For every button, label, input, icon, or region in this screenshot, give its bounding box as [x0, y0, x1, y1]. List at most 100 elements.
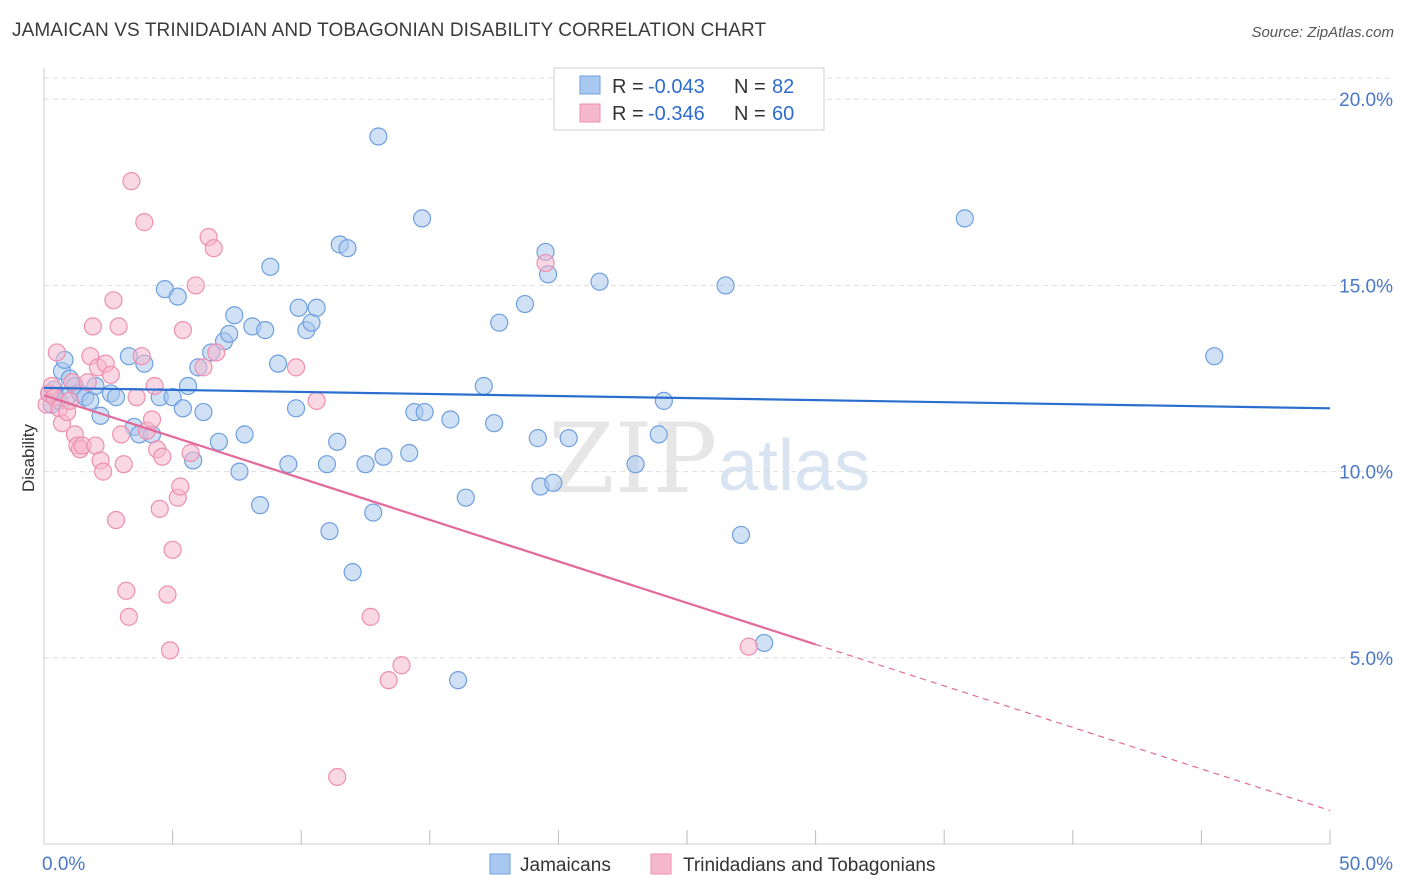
trinidad-point: [47, 343, 66, 362]
trinidad-point: [194, 358, 213, 377]
legend-r-value-trinidad: -0.346: [648, 103, 705, 125]
trinidad-trend-line: [43, 394, 816, 646]
trinidad-point: [114, 455, 133, 474]
jamaican-point: [230, 462, 249, 481]
jamaican-point: [250, 496, 270, 515]
legend-r-label-jamaicans: R =: [612, 76, 644, 98]
trinidad-point: [379, 671, 398, 690]
tick-labels: 5.0% 10.0% 15.0% 20.0% 0.0% 50.0%: [42, 90, 1393, 875]
y-tick-label: 5.0%: [1350, 649, 1393, 670]
trinidad-point: [186, 276, 205, 295]
jamaican-point: [400, 443, 419, 463]
y-tick-label: 10.0%: [1339, 463, 1393, 484]
trinidad-point: [181, 443, 200, 463]
trinidad-point: [307, 391, 326, 410]
trinidad-point: [117, 581, 136, 600]
jamaican-point: [173, 399, 192, 418]
grid: [44, 77, 1392, 659]
jamaican-point: [731, 525, 751, 545]
trinidad-point: [94, 462, 113, 481]
trinidad-point: [173, 321, 192, 340]
jamaican-point: [268, 354, 288, 373]
jamaican-point: [515, 294, 535, 314]
jamaican-point: [235, 425, 254, 444]
jamaican-point: [649, 425, 668, 444]
jamaican-point: [559, 429, 578, 448]
bottom-legend: Jamaicans Trinidadians and Tobagonians: [489, 853, 935, 876]
trinidad-point: [204, 239, 223, 258]
legend-box: R = -0.043 N = 82 R = -0.346 N = 60: [553, 67, 825, 131]
jamaican-point: [317, 455, 337, 474]
jamaican-point: [320, 522, 339, 541]
trinidad-point: [145, 376, 164, 396]
trinidad-point: [127, 388, 146, 407]
trinidad-point: [78, 373, 97, 392]
trinidad-point: [163, 540, 182, 559]
jamaican-point: [209, 432, 228, 451]
jamaican-point: [490, 313, 509, 332]
jamaican-point: [256, 321, 275, 340]
legend-r-value-jamaicans: -0.043: [648, 76, 705, 98]
jamaican-point: [261, 257, 280, 276]
legend-r-label-trinidad: R =: [612, 103, 644, 125]
jamaican-point: [364, 503, 383, 522]
chart-title: JAMAICAN VS TRINIDADIAN AND TOBAGONIAN D…: [12, 20, 767, 41]
watermark: ZIP atlas: [548, 403, 870, 515]
jamaican-point: [626, 455, 645, 474]
trinidad-point: [83, 317, 102, 336]
jamaican-point: [544, 473, 563, 492]
jamaican-point: [168, 287, 187, 306]
jamaican-point: [485, 414, 504, 433]
jamaican-point: [163, 388, 182, 407]
jamaican-point: [654, 391, 673, 410]
legend-swatch-trinidad: [579, 103, 601, 123]
source-label: Source: ZipAtlas.com: [1251, 24, 1394, 41]
bottom-legend-label-jamaicans: Jamaicans: [520, 855, 611, 876]
jamaican-point: [590, 272, 609, 291]
jamaican-point: [307, 298, 326, 317]
trend-lines: [43, 386, 1331, 812]
trinidad-point: [207, 343, 226, 362]
bottom-legend-swatch-trinidad: [650, 853, 672, 875]
trinidad-point: [328, 767, 347, 787]
jamaican-point: [374, 447, 393, 466]
jamaican-point: [474, 376, 493, 396]
jamaican-point: [286, 399, 306, 418]
trinidad-point: [135, 213, 154, 232]
trinidad-point: [101, 365, 120, 384]
jamaican-point: [415, 402, 434, 422]
jamaican-point: [220, 324, 239, 343]
jamaican-point: [338, 239, 357, 258]
trinidad-point: [112, 425, 131, 444]
x-tick-label: 50.0%: [1339, 854, 1393, 875]
jamaican-point: [106, 388, 126, 407]
jamaican-point: [448, 671, 468, 690]
jamaican-point: [343, 563, 362, 582]
bottom-legend-label-trinidad: Trinidadians and Tobagonians: [683, 855, 935, 876]
jamaican-point: [328, 432, 347, 451]
trinidad-point: [171, 477, 190, 496]
y-tick-label: 15.0%: [1339, 276, 1393, 297]
trinidad-point: [106, 510, 126, 530]
legend-n-value-trinidad: 60: [772, 103, 794, 125]
x-tick-label: 0.0%: [42, 854, 85, 875]
jamaican-point: [279, 455, 298, 474]
jamaican-point: [755, 633, 774, 653]
trinidad-point: [158, 585, 177, 604]
jamaican-point: [716, 276, 735, 295]
trinidad-point: [122, 172, 141, 191]
jamaican-point: [1205, 347, 1224, 366]
trinidad-point: [392, 656, 411, 675]
watermark-atlas: atlas: [718, 426, 870, 506]
trinidad-point: [361, 607, 380, 626]
trinidad-point: [119, 607, 138, 626]
bottom-legend-swatch-jamaicans: [489, 853, 511, 875]
trinidad-point: [142, 410, 162, 429]
trinidad-point: [132, 347, 151, 366]
y-tick-label: 20.0%: [1339, 90, 1393, 111]
trinidad-trend-line-extension: [815, 643, 1331, 812]
trinidad-point: [286, 358, 306, 377]
trinidad-point: [739, 637, 758, 656]
jamaican-point: [178, 376, 198, 396]
